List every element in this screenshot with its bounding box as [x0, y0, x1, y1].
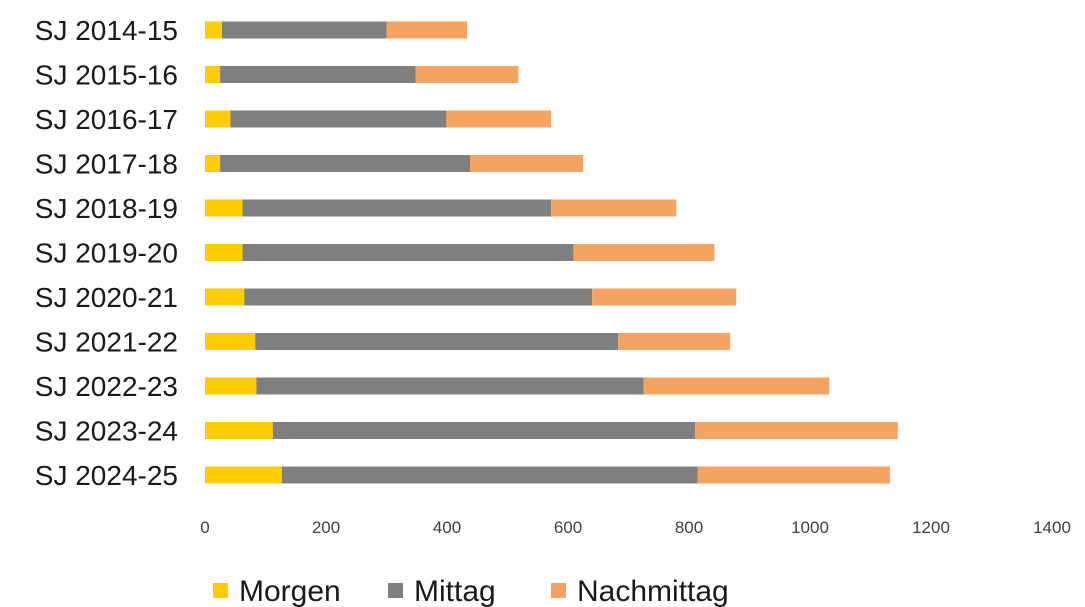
bar-morgen-sj-2014-15 [205, 21, 222, 39]
x-tick-label-800: 800 [675, 518, 703, 537]
bar-mittag-sj-2016-17 [230, 110, 447, 128]
category-label-sj-2020-21: SJ 2020-21 [35, 282, 178, 313]
bar-mittag-sj-2024-25 [281, 466, 698, 484]
bar-morgen-sj-2021-22 [205, 333, 256, 350]
x-axis-tick-labels: 0 200 400 600 800 1000 1200 1400 [200, 518, 1071, 537]
bar-morgen-sj-2015-16 [205, 66, 221, 83]
x-tick-label-0: 0 [200, 518, 209, 537]
x-tick-label-1400: 1400 [1033, 518, 1071, 537]
legend-swatch-nachmittag [551, 583, 566, 598]
bar-nachmittag-sj-2016-17 [446, 110, 552, 128]
x-tick-label-600: 600 [554, 518, 582, 537]
bar-morgen-sj-2016-17 [205, 110, 231, 128]
bar-mittag-sj-2015-16 [220, 66, 416, 83]
legend-label-morgen: Morgen [239, 575, 341, 607]
legend: Morgen Mittag Nachmittag [213, 575, 729, 607]
bar-nachmittag-sj-2015-16 [415, 66, 519, 83]
category-label-sj-2023-24: SJ 2023-24 [35, 416, 178, 447]
bar-morgen-sj-2018-19 [205, 199, 243, 217]
legend-swatch-mittag [388, 583, 403, 598]
bar-morgen-sj-2024-25 [205, 466, 282, 484]
category-label-sj-2014-15: SJ 2014-15 [35, 15, 178, 46]
bar-nachmittag-sj-2022-23 [643, 377, 830, 395]
bar-mittag-sj-2023-24 [272, 422, 696, 439]
category-labels: SJ 2014-15 SJ 2015-16 SJ 2016-17 SJ 2017-18… [35, 15, 178, 491]
x-tick-label-1000: 1000 [791, 518, 829, 537]
bar-mittag-sj-2022-23 [256, 377, 644, 395]
bar-nachmittag-sj-2014-15 [386, 21, 467, 39]
bar-mittag-sj-2019-20 [242, 244, 574, 261]
bar-morgen-sj-2023-24 [205, 422, 273, 439]
bar-nachmittag-sj-2021-22 [618, 333, 731, 350]
category-label-sj-2022-23: SJ 2022-23 [35, 371, 178, 402]
bar-nachmittag-sj-2017-18 [469, 155, 584, 172]
category-label-sj-2015-16: SJ 2015-16 [35, 60, 178, 91]
bar-morgen-sj-2019-20 [205, 244, 243, 261]
bar-mittag-sj-2017-18 [220, 155, 470, 172]
category-label-sj-2018-19: SJ 2018-19 [35, 193, 178, 224]
category-label-sj-2016-17: SJ 2016-17 [35, 104, 178, 135]
x-tick-label-200: 200 [312, 518, 340, 537]
bar-nachmittag-sj-2024-25 [697, 466, 890, 484]
category-label-sj-2017-18: SJ 2017-18 [35, 149, 178, 180]
bar-mittag-sj-2014-15 [221, 21, 387, 39]
legend-swatch-morgen [213, 583, 228, 598]
bars-group [205, 21, 898, 484]
legend-label-mittag: Mittag [414, 575, 496, 607]
bar-mittag-sj-2018-19 [242, 199, 552, 217]
x-tick-label-1200: 1200 [912, 518, 950, 537]
bar-nachmittag-sj-2019-20 [573, 244, 715, 261]
legend-label-nachmittag: Nachmittag [577, 575, 729, 607]
bar-nachmittag-sj-2020-21 [592, 288, 737, 306]
bar-mittag-sj-2020-21 [244, 288, 593, 306]
bar-nachmittag-sj-2023-24 [695, 422, 898, 439]
category-label-sj-2019-20: SJ 2019-20 [35, 238, 178, 269]
category-label-sj-2021-22: SJ 2021-22 [35, 327, 178, 358]
x-tick-label-400: 400 [433, 518, 461, 537]
bar-mittag-sj-2021-22 [255, 333, 619, 350]
bar-nachmittag-sj-2018-19 [551, 199, 677, 217]
bar-morgen-sj-2017-18 [205, 155, 221, 172]
bar-morgen-sj-2022-23 [205, 377, 257, 395]
bar-morgen-sj-2020-21 [205, 288, 245, 306]
category-label-sj-2024-25: SJ 2024-25 [35, 460, 178, 491]
